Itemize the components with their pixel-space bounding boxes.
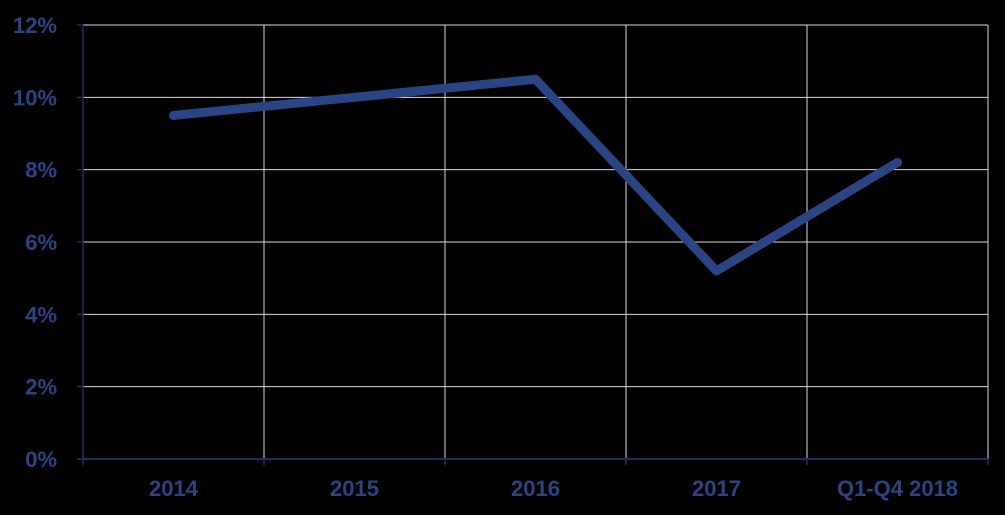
y-tick-label: 8% bbox=[25, 158, 57, 183]
x-tick-label: 2016 bbox=[511, 476, 560, 501]
x-tick-label: 2015 bbox=[330, 476, 379, 501]
y-tick-label: 10% bbox=[13, 85, 57, 110]
y-tick-label: 4% bbox=[25, 302, 57, 327]
series-layer bbox=[169, 74, 902, 276]
data-point bbox=[350, 92, 359, 102]
data-point bbox=[893, 157, 902, 167]
data-point bbox=[169, 110, 178, 120]
y-tick-label: 0% bbox=[25, 447, 57, 472]
data-point bbox=[712, 266, 721, 276]
gridlines bbox=[83, 24, 989, 459]
axes bbox=[77, 24, 989, 465]
x-tick-label: 2017 bbox=[692, 476, 741, 501]
y-tick-label: 12% bbox=[13, 13, 57, 38]
x-axis-tick-labels: 2014 2015 2016 2017 Q1-Q4 2018 bbox=[149, 476, 958, 501]
y-axis-tick-labels: 0% 2% 4% 6% 8% 10% 12% bbox=[13, 13, 57, 472]
y-tick-label: 2% bbox=[25, 375, 57, 400]
y-tick-label: 6% bbox=[25, 230, 57, 255]
x-tick-label: 2014 bbox=[149, 476, 199, 501]
data-point bbox=[531, 74, 540, 84]
x-tick-label: Q1-Q4 2018 bbox=[837, 476, 958, 501]
